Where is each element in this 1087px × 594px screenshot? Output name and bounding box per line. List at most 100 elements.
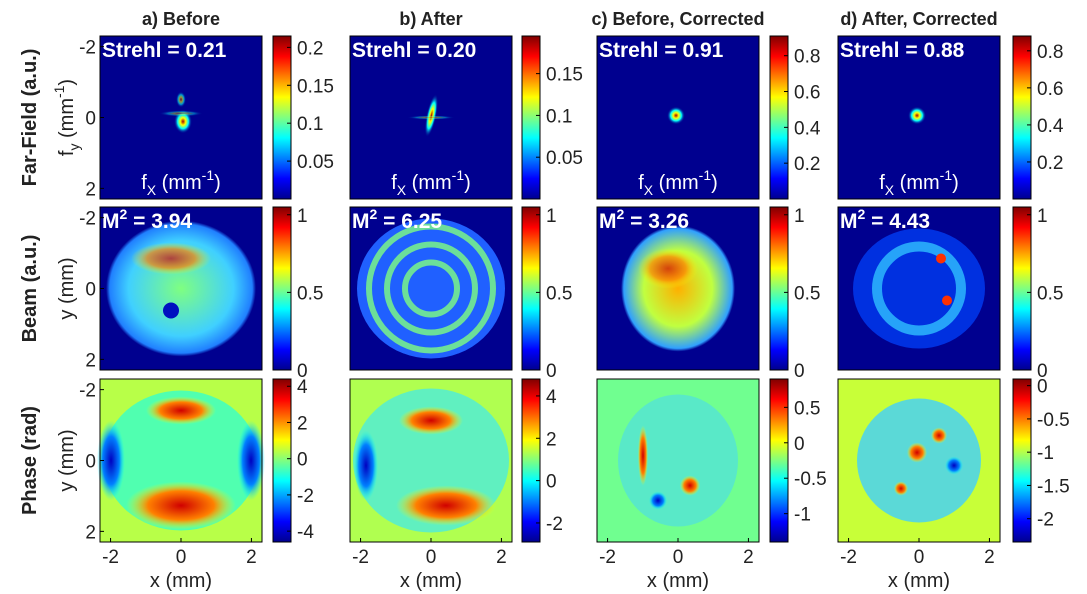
annotation-part: = 6.25 bbox=[377, 210, 442, 233]
y-axis-label: y (mm) bbox=[56, 429, 78, 491]
colorbar-tick-label: 0 bbox=[546, 361, 557, 382]
y-tick-label: 2 bbox=[85, 179, 96, 200]
image-shape bbox=[176, 91, 186, 108]
colorbar-tick-label: 0.2 bbox=[1037, 153, 1063, 174]
annotation-part: M bbox=[102, 210, 120, 233]
colorbar-tick-label: 0 bbox=[297, 361, 308, 382]
image-shape bbox=[159, 110, 203, 117]
panel-title: a) Before bbox=[142, 9, 220, 29]
image-shape bbox=[384, 241, 478, 336]
x-axis-label-part: (mm bbox=[894, 172, 940, 194]
x-tick-label: -2 bbox=[599, 547, 616, 568]
colorbar-tick-label: 0 bbox=[297, 450, 308, 471]
colorbar bbox=[272, 206, 292, 371]
colorbar-tick-label: -0.5 bbox=[1037, 410, 1070, 431]
image-shape bbox=[680, 475, 700, 496]
image-shape bbox=[618, 394, 738, 527]
x-tick-label: 0 bbox=[176, 547, 187, 568]
image-shape bbox=[931, 427, 947, 444]
image-shape bbox=[402, 259, 460, 318]
image bbox=[100, 36, 262, 199]
image bbox=[838, 379, 1000, 542]
image-shape bbox=[366, 223, 496, 354]
image bbox=[597, 379, 759, 542]
annotation: Strehl = 0.88 bbox=[840, 39, 965, 62]
x-tick-label: 0 bbox=[426, 547, 437, 568]
x-tick-label: 0 bbox=[914, 547, 925, 568]
annotation: M2 = 3.26 bbox=[599, 206, 689, 233]
x-tick-label: -2 bbox=[352, 547, 369, 568]
x-axis-label: x (mm) bbox=[400, 570, 462, 592]
annotation: M2 = 3.94 bbox=[102, 206, 192, 233]
image-shape bbox=[399, 406, 463, 435]
annotation-part: M bbox=[352, 210, 370, 233]
colorbar bbox=[521, 378, 541, 543]
x-axis-label-part: ) bbox=[952, 172, 959, 194]
colorbar-tick-label: 1 bbox=[1037, 206, 1048, 227]
y-axis-label: fy (mm-1) bbox=[51, 79, 82, 156]
y-tick-label: 0 bbox=[85, 452, 96, 473]
annotation: Strehl = 0.91 bbox=[599, 39, 724, 62]
annotation-part: 2 bbox=[120, 206, 128, 222]
x-axis-label-part: (mm bbox=[156, 172, 202, 194]
x-axis-label-part: (mm bbox=[406, 172, 452, 194]
image bbox=[100, 207, 262, 370]
x-axis-label-part: -1 bbox=[452, 167, 465, 183]
y-axis-label: y (mm) bbox=[56, 257, 78, 319]
x-tick-label: 0 bbox=[673, 547, 684, 568]
image-frame bbox=[596, 35, 760, 200]
x-axis-label: x (mm) bbox=[647, 570, 709, 592]
image-shape bbox=[163, 302, 179, 319]
image-shape bbox=[146, 396, 216, 425]
image-shape bbox=[396, 485, 496, 526]
colorbar-tick-label: 0.5 bbox=[794, 283, 820, 304]
colorbar bbox=[272, 378, 292, 543]
image bbox=[838, 207, 1000, 370]
x-tick-label: 2 bbox=[496, 547, 507, 568]
colorbar bbox=[1012, 35, 1032, 200]
image bbox=[350, 36, 512, 199]
colorbar-tick-label: -2 bbox=[546, 514, 563, 535]
x-tick-label: -2 bbox=[840, 547, 857, 568]
colorbar-tick-label: 0.1 bbox=[297, 114, 323, 135]
colorbar-tick-label: 0 bbox=[546, 472, 557, 493]
annotation-part: 2 bbox=[617, 206, 625, 222]
image-frame bbox=[596, 206, 760, 371]
colorbar-tick-label: 1 bbox=[794, 206, 805, 227]
image-frame bbox=[349, 206, 513, 371]
colorbar-tick-label: 0.2 bbox=[297, 38, 323, 59]
colorbar-tick-label: 0.8 bbox=[794, 47, 820, 68]
x-axis-label-part: (mm bbox=[653, 172, 699, 194]
x-axis-label-part: f bbox=[391, 172, 397, 194]
colorbar-tick-label: 0 bbox=[794, 361, 805, 382]
colorbar-tick-label: 0.05 bbox=[546, 148, 583, 169]
image bbox=[97, 379, 265, 542]
colorbar-tick-label: 0.5 bbox=[297, 283, 323, 304]
y-tick-label: 2 bbox=[85, 522, 96, 543]
annotation: M2 = 4.43 bbox=[840, 206, 930, 233]
x-tick-label: 2 bbox=[984, 547, 995, 568]
colorbar bbox=[1012, 206, 1032, 371]
colorbar-tick-label: 0.6 bbox=[794, 83, 820, 104]
colorbar-tick-label: 0.05 bbox=[297, 152, 334, 173]
colorbar bbox=[272, 35, 292, 200]
colorbar bbox=[521, 35, 541, 200]
image-shape bbox=[945, 456, 963, 475]
colorbar-tick-label: 0.4 bbox=[794, 118, 821, 139]
image-shape bbox=[357, 218, 505, 359]
x-axis-label: x (mm) bbox=[888, 570, 950, 592]
image bbox=[350, 207, 512, 370]
y-axis-label-part: ) bbox=[56, 79, 78, 86]
colorbar-tick-label: -1 bbox=[794, 505, 811, 526]
x-axis-label-part: f bbox=[638, 172, 644, 194]
image bbox=[597, 207, 759, 370]
image-shape bbox=[638, 248, 698, 289]
x-axis-label-part: f bbox=[879, 172, 885, 194]
image-shape bbox=[621, 225, 735, 352]
image-shape bbox=[97, 420, 125, 501]
panel-title: d) After, Corrected bbox=[840, 9, 997, 29]
colorbar-tick-label: 0.8 bbox=[1037, 42, 1063, 63]
annotation-part: = 3.94 bbox=[127, 210, 192, 233]
x-axis-label-part: X bbox=[644, 182, 654, 198]
colorbar-tick-label: 0 bbox=[1037, 361, 1048, 382]
